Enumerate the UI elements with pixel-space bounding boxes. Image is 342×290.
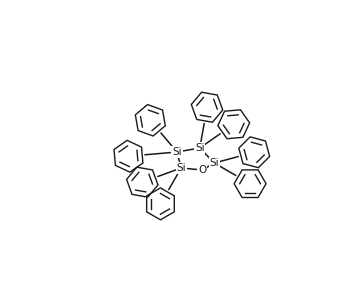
Text: O: O [198,165,207,175]
Text: Si: Si [172,147,182,157]
Text: Si: Si [195,143,205,153]
Text: Si: Si [176,163,186,173]
Text: Si: Si [209,158,219,168]
